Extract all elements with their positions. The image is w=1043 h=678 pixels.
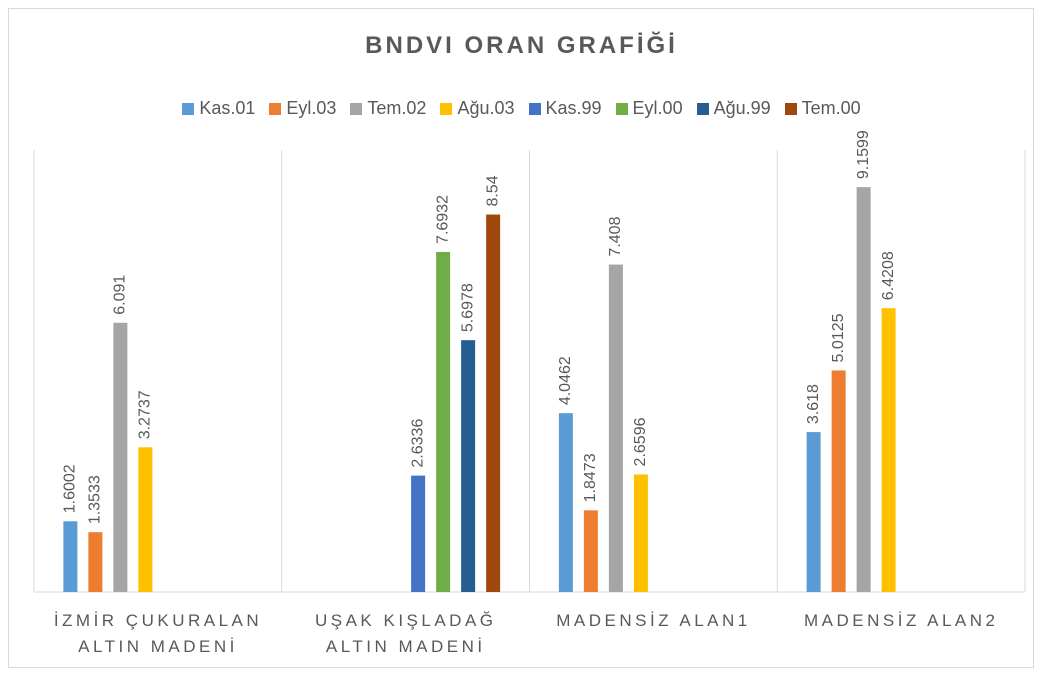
legend-swatch: [615, 102, 628, 115]
x-tick-label: UŞAK KIŞLADAĞ ALTIN MADENİ: [314, 611, 497, 656]
data-label: 3.2737: [137, 390, 154, 439]
bar: [558, 413, 573, 592]
legend-item: Kas.99: [528, 98, 602, 119]
data-label: 2.6336: [409, 419, 426, 468]
x-tick-label: MADENSİZ ALAN1: [556, 611, 751, 630]
legend-label: Ağu.99: [713, 98, 771, 118]
data-label: 6.4208: [880, 251, 897, 300]
legend-label: Tem.02: [367, 98, 427, 118]
data-label: 8.54: [484, 175, 501, 206]
legend-label: Kas.99: [545, 98, 602, 118]
legend-item: Eyl.00: [615, 98, 683, 119]
data-label: 1.3533: [87, 475, 104, 524]
data-label: 1.6002: [62, 464, 79, 513]
data-label: 5.0125: [830, 313, 847, 362]
bar: [63, 521, 78, 592]
bar: [138, 447, 153, 592]
data-label: 1.8473: [582, 453, 599, 502]
bar: [583, 510, 598, 592]
legend-label: Ağu.03: [457, 98, 515, 118]
legend-swatch: [350, 102, 363, 115]
bar: [633, 474, 648, 592]
legend-swatch: [440, 102, 453, 115]
legend-item: Kas.01: [182, 98, 255, 119]
x-tick-label: MADENSİZ ALAN2: [804, 611, 999, 630]
legend-swatch: [784, 102, 797, 115]
data-label: 5.6978: [459, 283, 476, 332]
legend-label: Eyl.03: [286, 98, 337, 118]
legend-label: Eyl.00: [632, 98, 683, 118]
data-label: 7.408: [607, 216, 624, 256]
bar: [806, 432, 821, 592]
bar: [461, 340, 476, 592]
legend-item: Tem.00: [784, 98, 861, 119]
legend-label: Kas.01: [199, 98, 256, 118]
bar: [411, 475, 426, 592]
legend-item: Ağu.99: [696, 98, 771, 119]
legend-swatch: [269, 102, 282, 115]
legend: Kas.01 Eyl.03 Tem.02 Ağu.03 Kas.99 Eyl.00 Ağu.…: [0, 98, 1043, 119]
bar: [113, 322, 128, 592]
bar: [856, 187, 871, 592]
bar: [436, 251, 451, 592]
data-label: 2.6596: [632, 417, 649, 466]
data-label: 9.1599: [855, 130, 872, 179]
data-label: 7.6932: [434, 195, 451, 244]
legend-item: Tem.02: [350, 98, 426, 119]
legend-swatch: [528, 102, 541, 115]
legend-item: Eyl.03: [269, 98, 336, 119]
data-label: 4.0462: [557, 356, 574, 405]
bar: [881, 308, 896, 592]
data-label: 6.091: [112, 275, 129, 315]
bar: [831, 370, 846, 592]
legend-item: Ağu.03: [440, 98, 515, 119]
chart-title: BNDVI ORAN GRAFİĞİ: [365, 32, 678, 59]
data-label: 3.618: [805, 384, 822, 424]
chart-frame: [8, 8, 1034, 668]
legend-swatch: [696, 102, 709, 115]
bar: [88, 532, 103, 592]
legend-label: Tem.00: [801, 98, 861, 118]
bar: [608, 264, 623, 592]
x-tick-label: İZMİR ÇUKURALAN ALTIN MADENİ: [53, 611, 263, 656]
bar: [486, 214, 501, 593]
legend-swatch: [182, 102, 195, 115]
